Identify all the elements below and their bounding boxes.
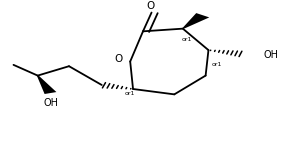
Text: or1: or1: [181, 37, 192, 42]
Text: OH: OH: [43, 98, 58, 108]
Text: or1: or1: [124, 91, 135, 96]
Polygon shape: [37, 75, 56, 94]
Text: or1: or1: [211, 62, 222, 67]
Text: O: O: [147, 1, 155, 12]
Polygon shape: [182, 13, 209, 29]
Text: OH: OH: [264, 50, 279, 60]
Text: O: O: [114, 54, 122, 64]
